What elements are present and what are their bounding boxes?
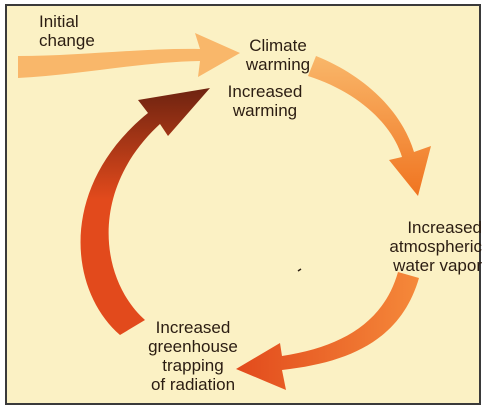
greenhouse-label: Increased greenhouse trapping of radiati… [148, 318, 238, 394]
greenhouse-to-warming-arrow [80, 88, 210, 335]
climate-warming-label: Climate warming [245, 36, 311, 74]
warming-to-vapor-arrow [308, 56, 431, 196]
speck-mark [297, 268, 302, 272]
initial-change-arrow [18, 33, 240, 78]
increased-warming-label: Increased warming [227, 82, 303, 120]
water-vapor-label: Increased atmospheric water vapor [389, 218, 482, 275]
initial-change-label: Initial change [39, 12, 95, 50]
vapor-to-greenhouse-arrow [236, 272, 419, 390]
